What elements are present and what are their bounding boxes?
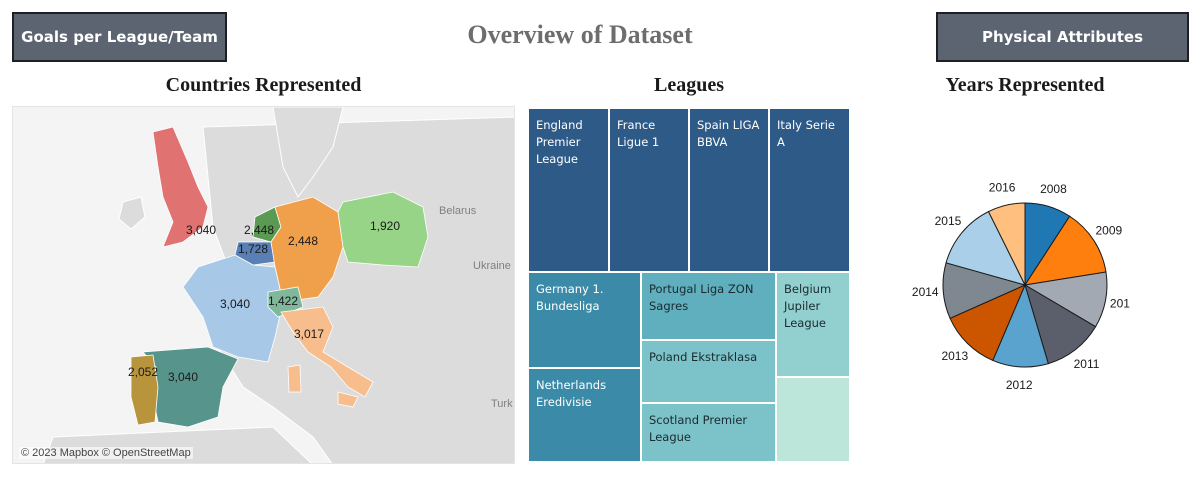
belgium-value: 1,728 [238, 242, 268, 256]
portugal-shape [130, 354, 159, 426]
germany-shape [270, 196, 344, 303]
tile-label: Spain LIGA BBVA [697, 118, 760, 149]
map-attribution[interactable]: © 2023 Mapbox © OpenStreetMap [19, 447, 193, 459]
tile-other[interactable] [776, 377, 850, 462]
ukraine-label: Ukraine [473, 260, 511, 272]
belarus-label: Belarus [439, 205, 477, 217]
tile-label: England Premier League [536, 118, 583, 166]
tile-label: Poland Ekstraklasa [649, 350, 758, 364]
years-title: Years Represented [945, 74, 1105, 96]
tile-label: Italy Serie A [777, 118, 835, 149]
france-shape [182, 254, 284, 363]
page-title: Overview of Dataset [467, 20, 693, 49]
goals-per-league-button[interactable]: Goals per League/Team [12, 12, 227, 62]
uk-value: 3,040 [186, 223, 216, 237]
map-svg: 3,040 2,448 1,728 2,448 1,920 3,040 1,42… [13, 107, 514, 463]
tile-netherlands[interactable]: Netherlands Eredivisie [528, 368, 641, 462]
netherlands-value: 2,448 [244, 223, 274, 237]
spain-value: 3,040 [168, 370, 198, 384]
uk-shape [152, 126, 209, 248]
turkey-label: Turk [491, 398, 513, 410]
map-title: Countries Represented [165, 74, 362, 96]
portugal-value: 2,052 [128, 365, 158, 379]
tile-belgium[interactable]: Belgium Jupiler League [776, 272, 850, 377]
physical-attributes-button[interactable]: Physical Attributes [936, 12, 1189, 62]
tile-portugal[interactable]: Portugal Liga ZON Sagres [641, 272, 776, 340]
pie-label-2010: 2010 [1110, 297, 1130, 311]
tile-label: Portugal Liga ZON Sagres [649, 282, 754, 313]
tile-label: Germany 1. Bundesliga [536, 282, 604, 313]
tile-label: France Ligue 1 [617, 118, 660, 149]
belgium-shape [234, 241, 276, 266]
italy-shape [280, 306, 374, 398]
leagues-title: Leagues [654, 74, 724, 96]
pie-slice-2016[interactable] [987, 202, 1026, 286]
pie-svg: 2008 2009 2010 2011 2012 2013 2014 2015 2016 [912, 181, 1137, 392]
tile-france[interactable]: France Ligue 1 [609, 108, 689, 272]
switzerland-value: 1,422 [268, 294, 298, 308]
pie-label-2011: 2011 [1074, 357, 1100, 371]
pie-slice-2009[interactable] [1023, 215, 1107, 286]
pie-label-2015: 2015 [935, 214, 962, 228]
tile-scotland[interactable]: Scotland Premier League [641, 403, 776, 462]
tile-england[interactable]: England Premier League [528, 108, 609, 272]
tile-spain[interactable]: Spain LIGA BBVA [689, 108, 769, 272]
ireland-land [118, 196, 146, 230]
tile-germany[interactable]: Germany 1. Bundesliga [528, 272, 641, 368]
tile-italy[interactable]: Italy Serie A [769, 108, 850, 272]
pie-label-2014: 2014 [912, 285, 939, 299]
pie-label-2009: 2009 [1095, 223, 1122, 237]
pie-label-2012: 2012 [1006, 378, 1033, 390]
scandinavia-land [272, 107, 344, 198]
sicily-shape [337, 391, 359, 408]
tile-poland[interactable]: Poland Ekstraklasa [641, 340, 776, 403]
pie-slice-2015[interactable] [945, 210, 1026, 286]
tile-label: Netherlands Eredivisie [536, 378, 607, 409]
pie-slice-2013[interactable] [949, 284, 1026, 362]
years-pie-chart[interactable]: 2008 2009 2010 2011 2012 2013 2014 2015 2016 [910, 180, 1137, 392]
tile-label: Belgium Jupiler League [784, 282, 832, 330]
france-value: 3,040 [220, 297, 250, 311]
countries-map[interactable]: 3,040 2,448 1,728 2,448 1,920 3,040 1,42… [12, 106, 515, 464]
pie-label-2008: 2008 [1040, 182, 1067, 196]
pie-label-2016: 2016 [989, 181, 1016, 195]
poland-value: 1,920 [370, 219, 400, 233]
leagues-treemap[interactable]: England Premier League France Ligue 1 Sp… [528, 108, 850, 462]
tile-label: Scotland Premier League [649, 413, 748, 444]
pie-label-2013: 2013 [941, 349, 968, 363]
sardinia-shape [287, 364, 302, 393]
poland-shape [337, 191, 429, 268]
italy-value: 3,017 [294, 327, 324, 341]
germany-value: 2,448 [288, 234, 318, 248]
